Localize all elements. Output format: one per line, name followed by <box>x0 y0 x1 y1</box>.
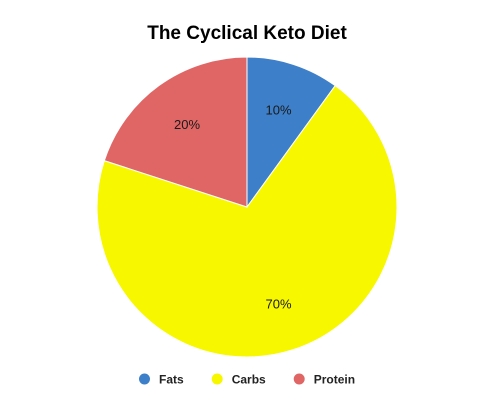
legend-label-protein: Protein <box>314 372 355 386</box>
chart-title: The Cyclical Keto Diet <box>147 23 347 44</box>
legend-marker-fats <box>139 373 150 385</box>
pie-slice-fats <box>246 56 336 209</box>
pie-slice-protein <box>103 56 248 208</box>
slice-label-fats: 10% <box>265 103 291 118</box>
legend: Fats Carbs Protein <box>139 372 355 386</box>
pie-slice-labels: 10% 70% 20% <box>174 103 292 312</box>
legend-marker-protein <box>293 373 305 385</box>
slice-label-carbs: 70% <box>265 297 291 312</box>
slice-label-protein: 20% <box>174 117 200 132</box>
legend-label-fats: Fats <box>159 372 184 386</box>
legend-marker-carbs <box>211 373 223 385</box>
legend-label-carbs: Carbs <box>232 372 266 386</box>
pie-slices <box>96 56 398 358</box>
pie-slice-carbs <box>96 84 398 358</box>
